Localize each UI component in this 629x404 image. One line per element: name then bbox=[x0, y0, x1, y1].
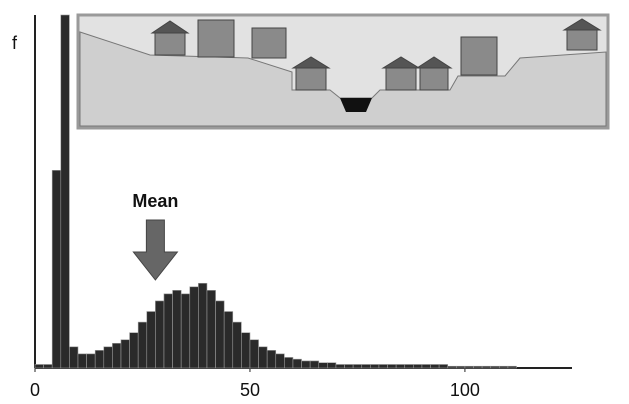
bar bbox=[181, 294, 190, 368]
bar bbox=[198, 283, 207, 368]
bar bbox=[396, 364, 405, 368]
bar bbox=[250, 340, 259, 368]
bar bbox=[276, 354, 285, 368]
bar bbox=[216, 301, 225, 368]
bar bbox=[319, 363, 328, 368]
bar bbox=[241, 333, 250, 368]
bar bbox=[267, 350, 276, 368]
bar bbox=[465, 366, 474, 368]
page: {"chart_data": {"type": "histogram", "y_… bbox=[0, 0, 629, 404]
bar bbox=[78, 354, 87, 368]
bar bbox=[112, 343, 121, 368]
bar bbox=[370, 364, 379, 368]
bar bbox=[336, 364, 345, 368]
bar bbox=[259, 347, 268, 368]
bar bbox=[121, 340, 130, 368]
bar bbox=[508, 366, 517, 368]
bar bbox=[155, 301, 164, 368]
bar bbox=[310, 361, 319, 368]
bar bbox=[147, 312, 156, 368]
bar bbox=[164, 294, 173, 368]
bar bbox=[413, 364, 422, 368]
bar bbox=[388, 364, 397, 368]
mean-arrow bbox=[133, 220, 177, 280]
bar bbox=[456, 366, 465, 368]
x-tick-label: 50 bbox=[240, 380, 260, 400]
bar bbox=[224, 312, 233, 368]
bar bbox=[362, 364, 371, 368]
chart: f 0 50 100 Mean bbox=[0, 0, 629, 404]
bar bbox=[482, 366, 491, 368]
bar bbox=[95, 350, 104, 368]
bar bbox=[431, 364, 440, 368]
bar bbox=[345, 364, 354, 368]
annotation: Mean bbox=[132, 191, 178, 211]
bar bbox=[499, 366, 508, 368]
bar bbox=[293, 359, 302, 368]
bar bbox=[302, 361, 311, 368]
bar bbox=[44, 364, 53, 368]
bar bbox=[61, 15, 70, 368]
bar bbox=[284, 357, 293, 368]
bar bbox=[491, 366, 500, 368]
bar bbox=[327, 363, 336, 368]
x-tick-label: 0 bbox=[30, 380, 40, 400]
bar bbox=[422, 364, 431, 368]
bar bbox=[207, 290, 216, 368]
bar bbox=[405, 364, 414, 368]
bar bbox=[439, 364, 448, 368]
bar bbox=[87, 354, 96, 368]
bar bbox=[138, 322, 147, 368]
y-axis-label: f bbox=[12, 33, 18, 53]
bar bbox=[379, 364, 388, 368]
bar bbox=[173, 290, 182, 368]
bar bbox=[69, 347, 78, 368]
bar bbox=[448, 366, 457, 368]
bar bbox=[52, 170, 61, 368]
bar bbox=[474, 366, 483, 368]
bar bbox=[190, 287, 199, 368]
x-tick-label: 100 bbox=[450, 380, 480, 400]
bar bbox=[35, 364, 44, 368]
bar bbox=[233, 322, 242, 368]
bar bbox=[130, 333, 139, 368]
bar bbox=[353, 364, 362, 368]
bar bbox=[104, 347, 113, 368]
inset-illustration bbox=[78, 15, 608, 128]
